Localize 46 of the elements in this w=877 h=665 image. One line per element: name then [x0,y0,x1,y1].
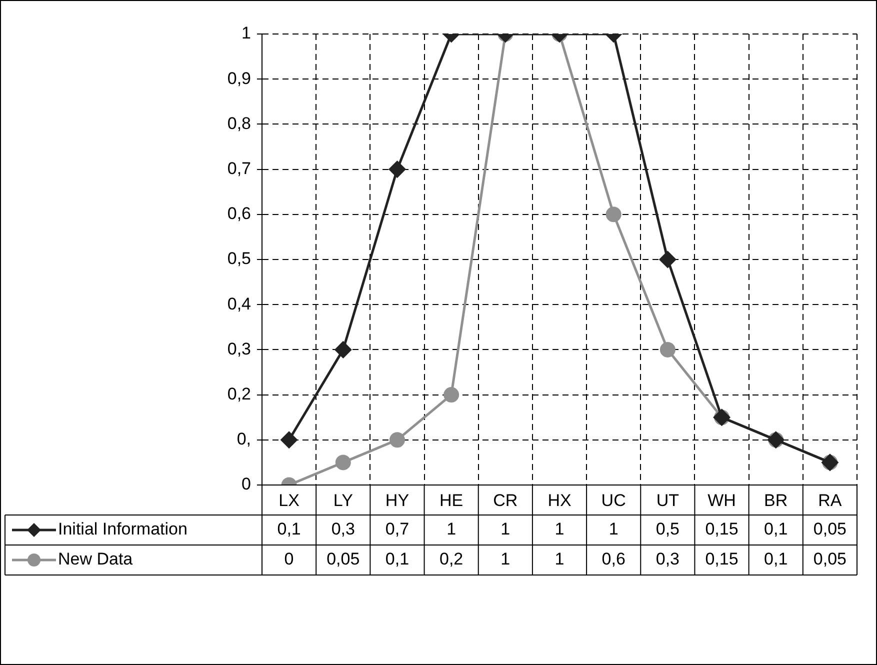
y-tick-label: 0,2 [227,384,251,404]
data-label: 1 [608,520,618,539]
y-tick-label: 0, [236,430,251,449]
legend-label: Initial Information [58,520,188,539]
x-tick-label: UC [601,490,626,510]
data-label: 1 [500,520,510,539]
data-label: 0,7 [385,520,410,539]
data-label: 1 [554,520,564,539]
data-label: 0,1 [764,550,788,569]
y-tick-label: 1 [242,24,251,43]
data-label: 1 [500,550,510,569]
data-label: 0,15 [705,550,738,569]
data-label: 1 [446,520,456,539]
data-label: 0,2 [440,550,464,569]
data-label: 0 [284,550,294,569]
y-tick-label: 0 [242,474,251,494]
y-tick-label: 0,6 [227,204,251,224]
data-label: 0,3 [331,520,355,539]
x-tick-label: UT [656,490,680,510]
legend-label: New Data [58,550,134,569]
x-tick-label: RA [818,490,842,510]
data-label: 0,3 [656,550,680,569]
x-tick-label: HY [385,490,410,510]
data-label: 0,5 [656,520,680,539]
data-label: 0,1 [764,520,788,539]
data-label: 0,05 [813,520,846,539]
y-tick-label: 0,5 [227,249,251,268]
y-tick-label: 0,9 [227,68,251,88]
x-tick-label: LX [278,490,300,510]
data-label: 1 [554,550,564,569]
data-label: 0,1 [277,520,301,539]
data-label: 0,6 [602,550,626,569]
data-label: 0,05 [813,550,846,569]
data-label: 0,15 [705,520,738,539]
y-tick-label: 0,3 [227,339,251,358]
x-tick-label: CR [493,490,518,510]
x-tick-label: BR [764,490,788,510]
x-tick-label: HX [548,490,572,510]
y-tick-label: 0,4 [227,294,251,314]
y-tick-label: 0,8 [227,114,251,133]
data-label: 0,05 [326,550,360,569]
x-tick-label: LY [333,490,353,510]
x-tick-label: HE [440,490,464,510]
x-tick-label: WH [708,490,736,510]
y-tick-label: 0,7 [227,158,251,178]
data-label: 0,1 [385,550,410,569]
